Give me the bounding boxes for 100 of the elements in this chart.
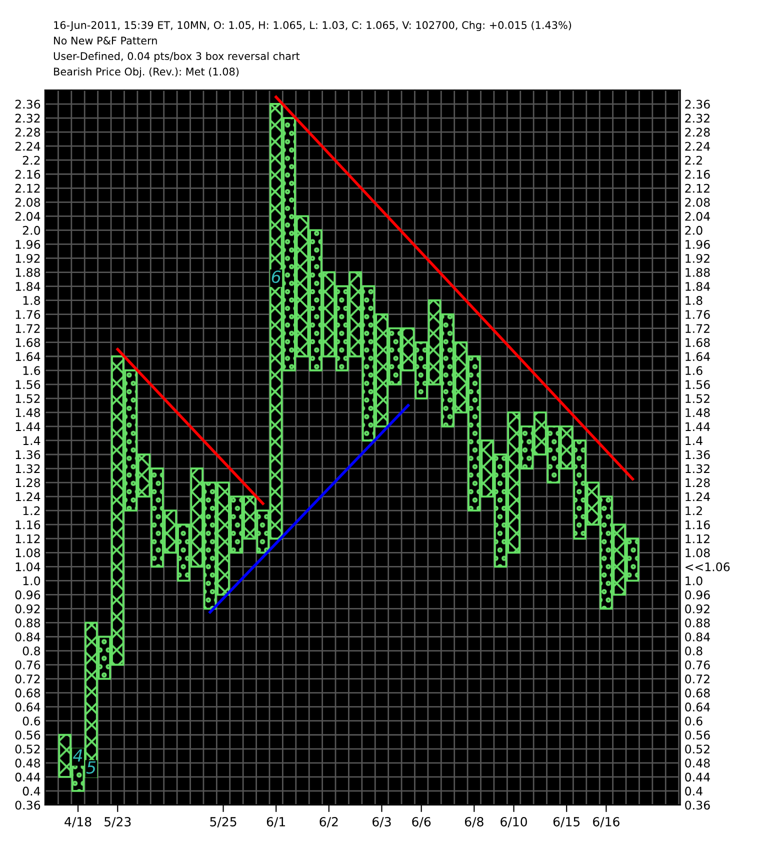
y2-tick-label: 1.76 <box>686 310 710 319</box>
y-tick-label: 2.12 <box>15 184 40 193</box>
y-tick-label: 1.6 <box>23 366 40 376</box>
y-tick-label: 1.04 <box>16 562 40 572</box>
y-tick-label: 1.08 <box>16 548 40 558</box>
y2-tick-label: 1.48 <box>686 408 710 418</box>
x-tick-label: 6/2 <box>320 816 338 828</box>
y-tick-label: 1.68 <box>16 338 40 348</box>
y2-tick-label: 1.6 <box>686 366 702 376</box>
text: User-Defined, 0.04 pts/box 3 box reversal chart <box>54 52 300 62</box>
y2-tick-label: 1.68 <box>686 338 710 348</box>
y2-tick-label: 1.88 <box>686 268 710 277</box>
y2-tick-label: 2.08 <box>685 198 710 207</box>
y-tick-label: 1.88 <box>16 268 40 277</box>
x-tick-label: 6/10 <box>500 816 527 828</box>
y2-tick-label: 1.56 <box>686 380 710 390</box>
y2-tick-label: 1.12 <box>686 534 710 544</box>
y-tick-label: 0.68 <box>15 688 40 698</box>
y-tick-label: 0.92 <box>15 604 40 614</box>
y-tick-label: 0.96 <box>15 590 40 600</box>
annotation: 5 <box>86 761 96 774</box>
y2-tick-label: 0.8 <box>685 646 702 656</box>
y2-tick-label: 0.96 <box>685 590 710 600</box>
x-tick-label: 5/25 <box>210 816 236 828</box>
x-tick-label: 4/18 <box>64 816 92 828</box>
y-tick-label: 2.28 <box>15 128 40 137</box>
y-tick-label: 1.92 <box>16 254 40 263</box>
y2-tick-label: 1.4 <box>686 436 702 445</box>
y2-tick-label: 0.6 <box>685 716 702 726</box>
y-tick-label: 1.44 <box>16 422 40 431</box>
text: Bearish Price Obj. (Rev.): Met (1.08) <box>54 67 239 78</box>
y-tick-label: 0.52 <box>15 744 40 754</box>
y-tick-label: 2.32 <box>15 114 40 123</box>
y2-tick-label: 0.36 <box>685 800 710 810</box>
y2-tick-label: 1.36 <box>686 450 710 460</box>
y2-tick-label: 1.08 <box>686 548 710 558</box>
y2-tick-label: 0.92 <box>685 604 710 614</box>
y2-tick-label: 1.8 <box>686 296 702 305</box>
y2-tick-label: 1.24 <box>686 492 710 502</box>
y2-tick-label: 0.68 <box>685 688 710 698</box>
y-tick-label: 1.32 <box>16 464 40 474</box>
y-tick-label: 0.76 <box>15 660 40 670</box>
y-tick-label: 1.48 <box>16 408 40 418</box>
y2-tick-label: 2.28 <box>685 128 710 137</box>
y2-tick-label: 2.32 <box>685 114 710 123</box>
x-tick-label: 6/1 <box>266 816 285 828</box>
y-tick-label: 1.64 <box>16 352 40 362</box>
y2-tick-label: 2.16 <box>685 170 710 179</box>
y2-tick-label: 1.72 <box>686 324 710 333</box>
y-tick-label: 1.16 <box>16 520 40 530</box>
x-tick-label: 6/16 <box>593 816 620 828</box>
y-tick-label: 0.6 <box>22 716 40 726</box>
y2-tick-label: 1.16 <box>686 520 710 530</box>
y2-tick-label: 2.2 <box>685 156 702 165</box>
y-tick-label: 2.08 <box>15 198 40 207</box>
y2-tick-label: 2.24 <box>685 142 710 151</box>
y-tick-label: 1.56 <box>16 380 40 390</box>
y2-tick-label: 1.2 <box>686 506 702 516</box>
y-tick-label: 0.64 <box>15 702 40 712</box>
y2-tick-label: 2.36 <box>685 100 710 109</box>
y-tick-label: 1.4 <box>23 436 40 445</box>
y2-tick-label: 0.4 <box>685 786 702 796</box>
y-tick-label: 1.8 <box>23 296 40 305</box>
y-tick-label: 0.4 <box>22 786 40 796</box>
x-tick-label: 6/8 <box>464 816 484 828</box>
y-tick-label: 1.72 <box>16 324 40 333</box>
y2-tick-label: 0.84 <box>685 632 710 642</box>
x-tick-label: 6/6 <box>412 816 431 828</box>
y2-tick-label: 0.72 <box>685 674 710 684</box>
y2-tick-label: 0.88 <box>685 618 710 628</box>
y-tick-label: 1.2 <box>23 506 40 516</box>
y2-tick-label: 1.84 <box>686 282 710 291</box>
y-tick-label: 0.72 <box>15 674 40 684</box>
y2-tick-label: 0.64 <box>685 702 710 712</box>
x-tick-label: 6/15 <box>553 816 580 828</box>
y-tick-label: 0.36 <box>15 800 40 810</box>
y2-tick-label: 1.0 <box>686 576 702 586</box>
y-tick-label: 0.88 <box>15 618 40 628</box>
y-tick-label: 1.28 <box>16 478 40 488</box>
y2-tick-label: 1.32 <box>686 464 710 474</box>
chart-title: 16-Jun-2011, 15:39 ET, 10MN, O: 1.05, H: 1.065, L: 1.03, C: 1.065, V: 102700, Chg: +0.015 (1.43%) <box>54 20 572 32</box>
y-tick-label: 2.2 <box>22 156 40 165</box>
y-tick-label: 1.36 <box>16 450 40 460</box>
x-tick-label: 6/3 <box>372 816 391 828</box>
y-tick-label: 2.04 <box>15 212 40 221</box>
y-tick-label: 0.8 <box>22 646 40 656</box>
y-tick-label: 0.44 <box>15 772 40 782</box>
y-tick-label: 2.36 <box>15 100 40 109</box>
y-tick-label: 1.96 <box>16 240 40 249</box>
x-tick-label: 5/23 <box>104 816 131 828</box>
y-tick-label: 1.0 <box>23 576 40 586</box>
y-tick-label: 1.24 <box>16 492 40 502</box>
y-tick-label: 0.84 <box>15 632 40 642</box>
y2-tick-label: 0.48 <box>685 758 710 768</box>
y2-tick-label: 2.04 <box>685 212 710 221</box>
y2-tick-label: 1.96 <box>686 240 710 249</box>
y-tick-label: 2.16 <box>15 170 40 179</box>
text: No New P&F Pattern <box>54 36 157 45</box>
y2-tick-label: 1.64 <box>686 352 710 362</box>
y2-tick-label: 0.52 <box>685 744 710 754</box>
